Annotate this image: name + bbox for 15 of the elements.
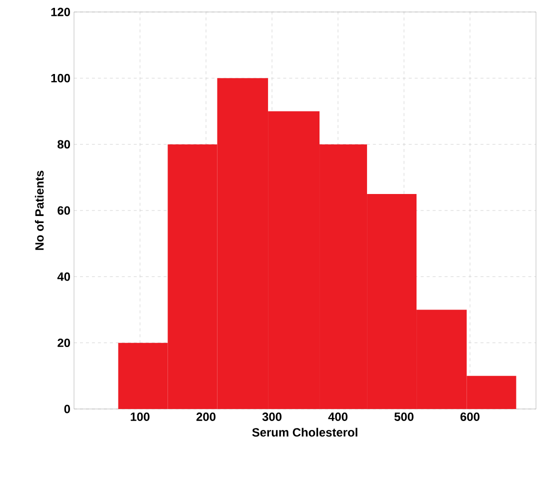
x-tick-label: 600 xyxy=(460,412,480,421)
x-tick-label: 400 xyxy=(328,412,348,421)
y-tick-label: 20 xyxy=(58,338,70,348)
y-tick-label: 60 xyxy=(58,206,70,215)
y-tick-label: 80 xyxy=(58,140,70,149)
x-tick-label: 100 xyxy=(130,412,150,421)
y-tick-label: 120 xyxy=(51,8,70,16)
y-axis-title: No of Patients xyxy=(34,170,44,250)
y-tick-label: 100 xyxy=(51,74,70,82)
x-axis-title: Serum Cholesterol xyxy=(252,428,358,437)
y-tick-label: 0 xyxy=(64,404,70,414)
y-tick-label: 40 xyxy=(57,272,70,281)
x-tick-label: 300 xyxy=(262,412,282,421)
x-tick-label: 200 xyxy=(196,412,216,421)
x-tick-label: 500 xyxy=(394,412,414,421)
